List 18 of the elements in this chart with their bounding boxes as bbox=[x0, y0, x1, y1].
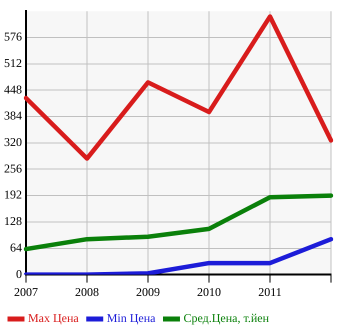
y-tick-label: 576 bbox=[4, 30, 22, 44]
y-tick-label: 320 bbox=[4, 135, 22, 150]
x-tick-label: 2009 bbox=[136, 284, 160, 299]
y-tick-label: 448 bbox=[4, 82, 22, 96]
y-tick-label: 192 bbox=[4, 188, 22, 202]
legend-label: Max Цена bbox=[28, 311, 80, 326]
x-tick-label: 2008 bbox=[75, 284, 99, 299]
y-tick-label: 64 bbox=[10, 240, 22, 254]
y-tick-label: 256 bbox=[4, 161, 22, 176]
x-tick-label: 2011 bbox=[258, 284, 282, 299]
legend-label: Сред.Цена, т.йен bbox=[183, 311, 270, 326]
y-tick-label: 0 bbox=[16, 266, 22, 281]
y-tick-label: 512 bbox=[4, 56, 22, 70]
x-tick-label: 2010 bbox=[197, 284, 221, 299]
x-tick-label: 2007 bbox=[14, 284, 38, 299]
legend-label: Min Цена bbox=[106, 311, 156, 326]
y-tick-label: 384 bbox=[4, 108, 22, 123]
y-tick-label: 128 bbox=[4, 214, 22, 228]
